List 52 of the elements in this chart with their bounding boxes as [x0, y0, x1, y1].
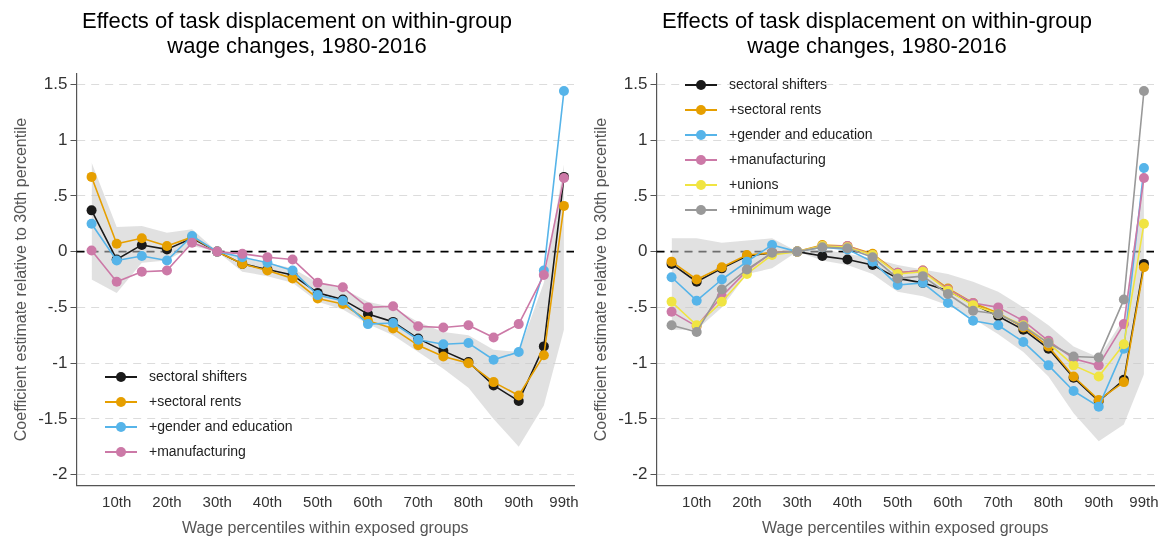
y-tick-label: .5: [53, 185, 68, 205]
y-tick-label: 1.5: [623, 74, 648, 94]
chart-title: Effects of task displacement on within-group wage changes, 1980-2016: [660, 8, 1093, 60]
legend-label: +manufacturing: [729, 150, 826, 169]
x-tick-label: 20th: [152, 492, 182, 510]
y-tick-label: -2: [632, 464, 648, 484]
x-tick-label: 80th: [453, 492, 484, 510]
y-tick-label: -.5: [627, 297, 648, 317]
chart-title: Effects of task displacement on within-group wage changes, 1980-2016: [80, 8, 513, 60]
x-axis-title: Wage percentiles within exposed groups: [761, 518, 1049, 536]
x-tick-label: 60th: [353, 492, 383, 510]
legend-label: +minimum wage: [729, 200, 832, 219]
x-tick-label: 30th: [202, 492, 232, 510]
y-tick-label: -1.5: [618, 408, 648, 428]
legend-label: sectoral shifters: [729, 75, 828, 94]
x-tick-label: 10th: [102, 492, 132, 510]
legend-label: +manufacturing: [149, 442, 246, 461]
y-tick-label: .5: [633, 185, 648, 205]
legend-label: +unions: [729, 175, 779, 194]
x-tick-label: 70th: [983, 492, 1013, 510]
legend-label: +gender and education: [149, 417, 293, 436]
x-tick-label: 80th: [1033, 492, 1064, 510]
x-tick-label: 99th: [549, 492, 579, 510]
x-tick-label: 50th: [883, 492, 913, 510]
y-tick-label: 1: [58, 129, 68, 149]
legend-label: +sectoral rents: [729, 100, 822, 119]
y-tick-label: 1.5: [43, 74, 68, 94]
x-tick-label: 20th: [732, 492, 762, 510]
x-tick-label: 90th: [1084, 492, 1114, 510]
x-tick-label: 50th: [303, 492, 333, 510]
legend-label: sectoral shifters: [149, 367, 248, 386]
x-tick-label: 30th: [782, 492, 812, 510]
x-tick-label: 60th: [933, 492, 963, 510]
x-tick-label: 40th: [832, 492, 863, 510]
y-tick-label: 0: [58, 241, 68, 261]
x-axis-title: Wage percentiles within exposed groups: [181, 518, 469, 536]
y-tick-label: -1.5: [38, 408, 68, 428]
y-tick-label: -2: [52, 464, 68, 484]
legend-label: +gender and education: [729, 125, 873, 144]
y-tick-label: -1: [632, 352, 648, 372]
y-tick-label: 0: [638, 241, 648, 261]
x-tick-label: 10th: [682, 492, 712, 510]
x-tick-label: 90th: [504, 492, 534, 510]
x-tick-label: 99th: [1129, 492, 1159, 510]
y-tick-label: -.5: [47, 297, 68, 317]
y-axis-title: Coefficient estimate relative to 30th percentile: [592, 117, 610, 442]
legend-label: +sectoral rents: [149, 392, 242, 411]
x-tick-label: 70th: [403, 492, 433, 510]
y-axis-title: Coefficient estimate relative to 30th percentile: [12, 117, 30, 442]
y-tick-label: -1: [52, 352, 68, 372]
y-tick-label: 1: [638, 129, 648, 149]
x-tick-label: 40th: [252, 492, 283, 510]
